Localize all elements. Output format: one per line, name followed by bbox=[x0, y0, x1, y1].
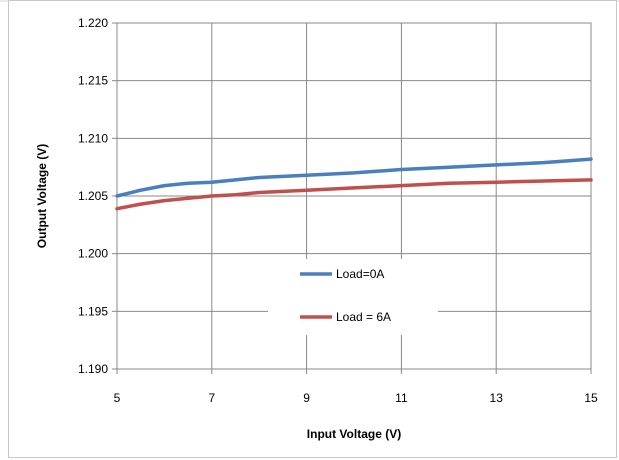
y-axis-title: Output Voltage (V) bbox=[35, 144, 49, 248]
y-tick-label: 1.195 bbox=[78, 304, 108, 318]
x-tick-label: 11 bbox=[395, 391, 408, 405]
series-line-2 bbox=[115, 178, 593, 211]
legend: Load=0A Load = 6A bbox=[268, 259, 438, 335]
series-lines bbox=[115, 157, 593, 211]
legend-label: Load=0A bbox=[336, 267, 384, 281]
x-tick-label: 7 bbox=[208, 391, 215, 405]
x-tick-label: 13 bbox=[490, 391, 504, 405]
legend-label: Load = 6A bbox=[336, 310, 391, 324]
y-tick-label: 1.190 bbox=[78, 362, 108, 376]
y-tick-label: 1.200 bbox=[78, 247, 108, 261]
y-tick-label: 1.205 bbox=[78, 189, 108, 203]
x-tick-label: 5 bbox=[114, 391, 121, 405]
x-tick-label: 9 bbox=[303, 391, 310, 405]
y-tick-label: 1.220 bbox=[78, 16, 108, 30]
y-tick-label: 1.210 bbox=[78, 131, 108, 145]
tick-labels: 1.190 1.195 1.200 1.205 1.210 1.215 1.220 5 7 9 11… bbox=[78, 16, 598, 405]
chart-frame bbox=[8, 0, 617, 458]
x-tick-label: 15 bbox=[584, 391, 598, 405]
series-line-1 bbox=[115, 157, 593, 198]
legend-box bbox=[268, 259, 438, 335]
x-axis-title: Input Voltage (V) bbox=[307, 427, 401, 441]
y-tick-label: 1.215 bbox=[78, 74, 108, 88]
